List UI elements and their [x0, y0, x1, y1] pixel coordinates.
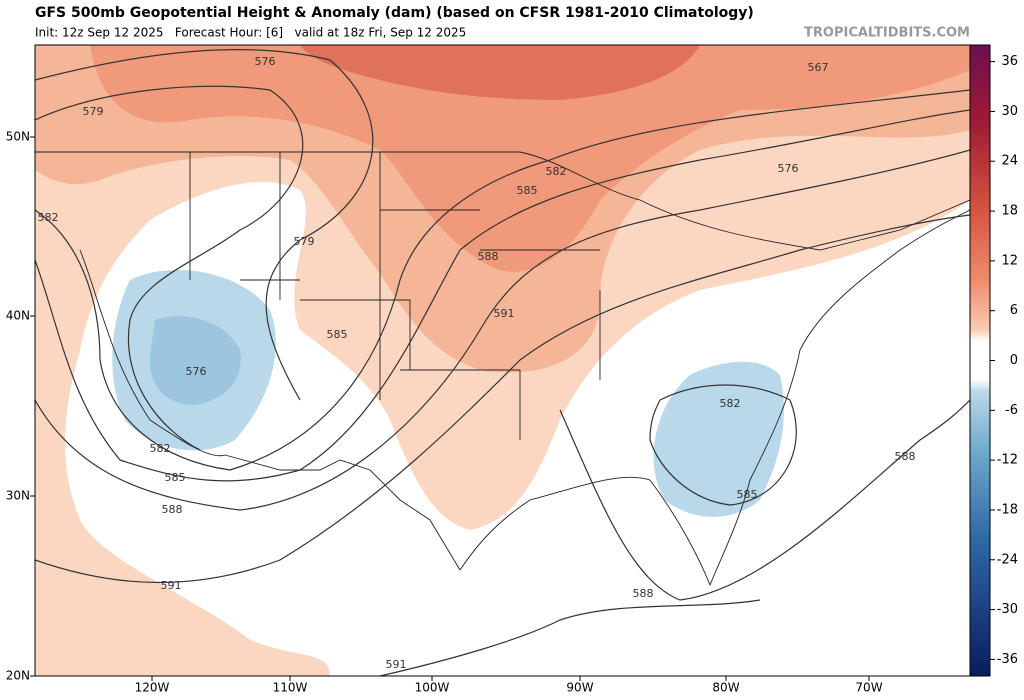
contour-label: 585: [737, 488, 758, 501]
contour-labels: 576 579 582 567 582 585 576 579 588 591 585 576 582 5…: [38, 55, 916, 671]
contour-label: 591: [494, 307, 515, 320]
colorbar-label: -18: [997, 502, 1018, 517]
lon-label: 90W: [566, 681, 593, 695]
colorbar-label: 12: [1001, 253, 1018, 268]
contour-label: 576: [186, 365, 207, 378]
lat-labels: 50N 40N 30N 20N: [6, 130, 35, 683]
title: GFS 500mb Geopotential Height & Anomaly …: [35, 5, 754, 21]
lon-label: 120W: [135, 681, 170, 695]
colorbar-label: 30: [1001, 104, 1018, 119]
contour-label: 567: [808, 61, 829, 74]
brand: TROPICALTIDBITS.COM: [804, 26, 970, 41]
colorbar-label: -12: [997, 453, 1018, 468]
contour-label: 588: [633, 587, 654, 600]
contour-label: 576: [778, 162, 799, 175]
colorbar-label: 18: [1001, 204, 1018, 219]
lon-label: 100W: [415, 681, 450, 695]
colorbar-label: -36: [997, 652, 1018, 667]
colorbar-label: -30: [997, 602, 1018, 617]
contour-label: 579: [83, 105, 104, 118]
map: 576 579 582 567 582 585 576 579 588 591 585 576 582 5…: [35, 45, 970, 676]
lon-labels: 120W 110W 100W 90W 80W 70W: [135, 676, 883, 695]
contour-label: 579: [294, 235, 315, 248]
colorbar-label: 6: [1010, 303, 1018, 318]
lat-label: 50N: [6, 130, 30, 144]
contour-label: 576: [255, 55, 276, 68]
contour-label: 582: [150, 442, 171, 455]
lat-label: 20N: [6, 669, 30, 683]
contour-label: 588: [478, 250, 499, 263]
subtitle: Init: 12z Sep 12 2025 Forecast Hour: [6]…: [35, 26, 466, 40]
contour-label: 585: [517, 184, 538, 197]
height-contours: [35, 49, 970, 676]
colorbar: [969, 44, 991, 677]
contour-label: 585: [165, 471, 186, 484]
colorbar-label: 0: [1010, 353, 1018, 368]
contour-label: 588: [895, 450, 916, 463]
lon-label: 80W: [712, 681, 739, 695]
contour-label: 582: [720, 397, 741, 410]
colorbar-label: 24: [1001, 154, 1018, 169]
contour-label: 591: [386, 658, 407, 671]
colorbar-ticks: 36 30 24 18 12 6 0 -6 -12 -18 -24 -30 -36: [990, 54, 1018, 667]
colorbar-label: -6: [1005, 403, 1018, 418]
contour-label: 582: [38, 211, 59, 224]
colorbar-label: -24: [997, 552, 1018, 567]
contour-label: 585: [327, 328, 348, 341]
contour-label: 588: [162, 503, 183, 516]
lat-label: 40N: [6, 309, 30, 323]
lon-label: 70W: [855, 681, 882, 695]
contour-label: 591: [161, 579, 182, 592]
colorbar-label: 36: [1001, 54, 1018, 69]
positive-anomaly-18: [300, 45, 700, 100]
positive-anomaly-12: [90, 45, 970, 272]
lon-label: 110W: [273, 681, 308, 695]
negative-anomaly-6: [149, 316, 241, 405]
lat-label: 30N: [6, 489, 30, 503]
contour-label: 582: [546, 165, 567, 178]
